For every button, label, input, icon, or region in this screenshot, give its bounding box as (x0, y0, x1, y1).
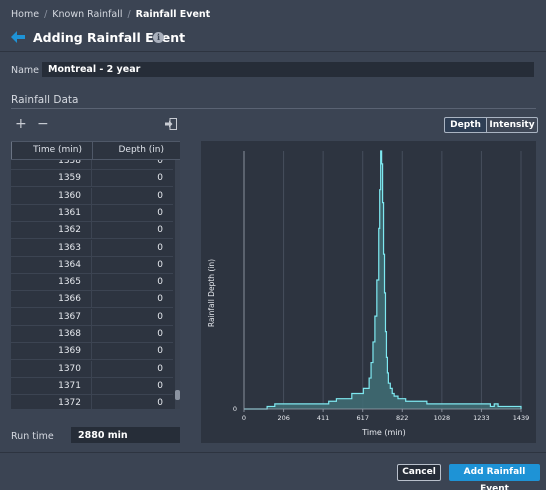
scrollbar-thumb[interactable] (175, 390, 180, 400)
info-icon[interactable]: i (153, 32, 164, 43)
cell-time[interactable]: 1363 (11, 239, 92, 256)
cell-time[interactable]: 1369 (11, 343, 92, 360)
chart-x-tick-label: 1028 (434, 414, 451, 422)
cell-depth[interactable]: 0 (157, 294, 163, 305)
rainfall-table: Time (min) Depth (in) 1358 0 1359 0 1360 0 136… (11, 141, 180, 409)
table-row[interactable]: 1365 0 (11, 274, 173, 292)
import-icon[interactable] (165, 118, 177, 130)
cell-depth[interactable]: 0 (157, 207, 163, 218)
table-row[interactable]: 1361 0 (11, 204, 173, 222)
cell-time[interactable]: 1358 (11, 160, 92, 169)
name-label: Name (11, 65, 40, 76)
table-header: Time (min) Depth (in) (11, 141, 180, 160)
cell-depth[interactable]: 0 (157, 277, 163, 288)
table-body: 1358 0 1359 0 1360 0 1361 0 1362 0 1363 0 1364 0 1365 0… (11, 160, 173, 409)
cell-time[interactable]: 1366 (11, 291, 92, 308)
cell-time[interactable]: 1364 (11, 256, 92, 273)
table-row[interactable]: 1362 0 (11, 222, 173, 240)
table-row[interactable]: 1359 0 (11, 170, 173, 188)
chart-series-line (244, 150, 522, 410)
breadcrumb-separator: / (127, 9, 131, 20)
breadcrumb-current: Rainfall Event (135, 9, 211, 20)
cell-depth[interactable]: 0 (157, 173, 163, 184)
cell-time[interactable]: 1359 (11, 170, 92, 187)
table-row[interactable]: 1372 0 (11, 395, 173, 409)
rainfall-chart: 0 206 411 617 822 1028 1233 1439 0 Time (min) Ra… (201, 141, 536, 443)
add-rainfall-event-button[interactable]: Add Rainfall Event (449, 464, 540, 490)
table-row[interactable]: 1364 0 (11, 256, 173, 274)
toggle-intensity[interactable]: Intensity (486, 117, 538, 133)
cell-depth[interactable]: 0 (157, 363, 163, 374)
cell-time[interactable]: 1367 (11, 308, 92, 325)
table-row[interactable]: 1368 0 (11, 326, 173, 343)
cell-depth[interactable]: 0 (157, 160, 163, 166)
cell-time[interactable]: 1365 (11, 274, 92, 291)
chart-x-axis-label: Time (min) (361, 428, 405, 437)
cell-time[interactable]: 1361 (11, 204, 92, 221)
chart-x-tick-label: 822 (396, 414, 408, 422)
page-title: Adding Rainfall Event (33, 30, 186, 45)
cancel-button[interactable]: Cancel (397, 464, 441, 481)
cell-depth[interactable]: 0 (157, 346, 163, 357)
chart-svg: 0 206 411 617 822 1028 1233 1439 0 Time (min) Ra… (207, 150, 530, 437)
breadcrumb-separator: / (44, 9, 48, 20)
table-row[interactable]: 1370 0 (11, 360, 173, 378)
column-header-time[interactable]: Time (min) (11, 142, 92, 159)
cell-time[interactable]: 1371 (11, 377, 92, 394)
breadcrumb: Home / Known Rainfall / Rainfall Event (11, 9, 210, 20)
cell-depth[interactable]: 0 (157, 242, 163, 253)
footer-divider (0, 452, 546, 453)
chart-x-tick-label: 617 (357, 414, 369, 422)
remove-row-button[interactable]: − (37, 116, 49, 132)
table-row[interactable]: 1360 0 (11, 187, 173, 205)
chart-series-area (244, 151, 521, 409)
name-input[interactable] (42, 62, 534, 77)
cell-depth[interactable]: 0 (157, 190, 163, 201)
add-row-button[interactable]: + (15, 116, 27, 132)
column-header-depth[interactable]: Depth (in) (92, 142, 173, 159)
table-row[interactable]: 1366 0 (11, 291, 173, 309)
section-title: Rainfall Data (11, 94, 79, 106)
cell-depth[interactable]: 0 (157, 380, 163, 391)
runtime-input[interactable] (71, 427, 180, 443)
table-row[interactable]: 1367 0 (11, 308, 173, 326)
runtime-label: Run time (11, 431, 54, 442)
breadcrumb-home[interactable]: Home (11, 9, 40, 20)
table-row[interactable]: 1369 0 (11, 343, 173, 361)
header-divider (0, 51, 546, 52)
cell-time[interactable]: 1368 (11, 326, 92, 342)
cell-depth[interactable]: 0 (157, 225, 163, 236)
table-scrollbar[interactable] (175, 160, 180, 409)
chart-x-tick-label: 1233 (473, 414, 490, 422)
cell-time[interactable]: 1362 (11, 222, 92, 239)
cell-depth[interactable]: 0 (157, 398, 163, 409)
table-row[interactable]: 1363 0 (11, 239, 173, 257)
breadcrumb-known-rainfall[interactable]: Known Rainfall (52, 9, 123, 20)
chart-y-tick-label: 0 (233, 405, 237, 413)
cell-depth[interactable]: 0 (157, 329, 163, 339)
chart-x-tick-label: 0 (242, 414, 246, 422)
table-row[interactable]: 1358 0 (11, 160, 173, 170)
toggle-depth[interactable]: Depth (444, 117, 487, 133)
cell-depth[interactable]: 0 (157, 311, 163, 322)
chart-x-tick-label: 206 (277, 414, 289, 422)
table-row[interactable]: 1371 0 (11, 377, 173, 395)
chart-x-tick-label: 411 (317, 414, 329, 422)
cell-time[interactable]: 1370 (11, 360, 92, 377)
cell-depth[interactable]: 0 (157, 259, 163, 270)
cell-time[interactable]: 1360 (11, 187, 92, 204)
arrow-left-icon[interactable] (11, 31, 25, 43)
section-divider (11, 108, 536, 109)
cell-time[interactable]: 1372 (11, 395, 92, 409)
chart-y-axis-label: Rainfall Depth (in) (207, 259, 216, 327)
chart-x-tick-label: 1439 (513, 414, 530, 422)
